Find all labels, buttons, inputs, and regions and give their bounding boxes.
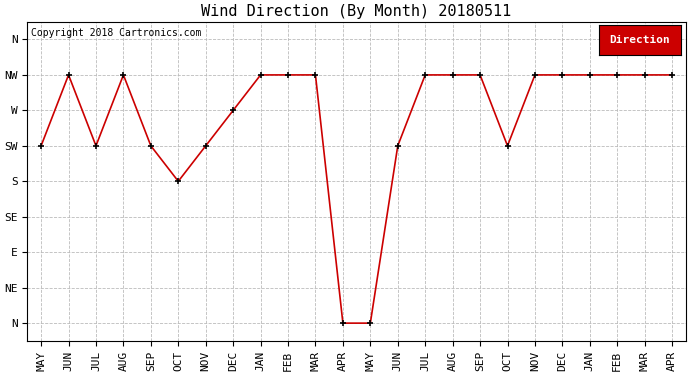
Title: Wind Direction (By Month) 20180511: Wind Direction (By Month) 20180511	[201, 4, 512, 19]
Text: Copyright 2018 Cartronics.com: Copyright 2018 Cartronics.com	[30, 28, 201, 38]
